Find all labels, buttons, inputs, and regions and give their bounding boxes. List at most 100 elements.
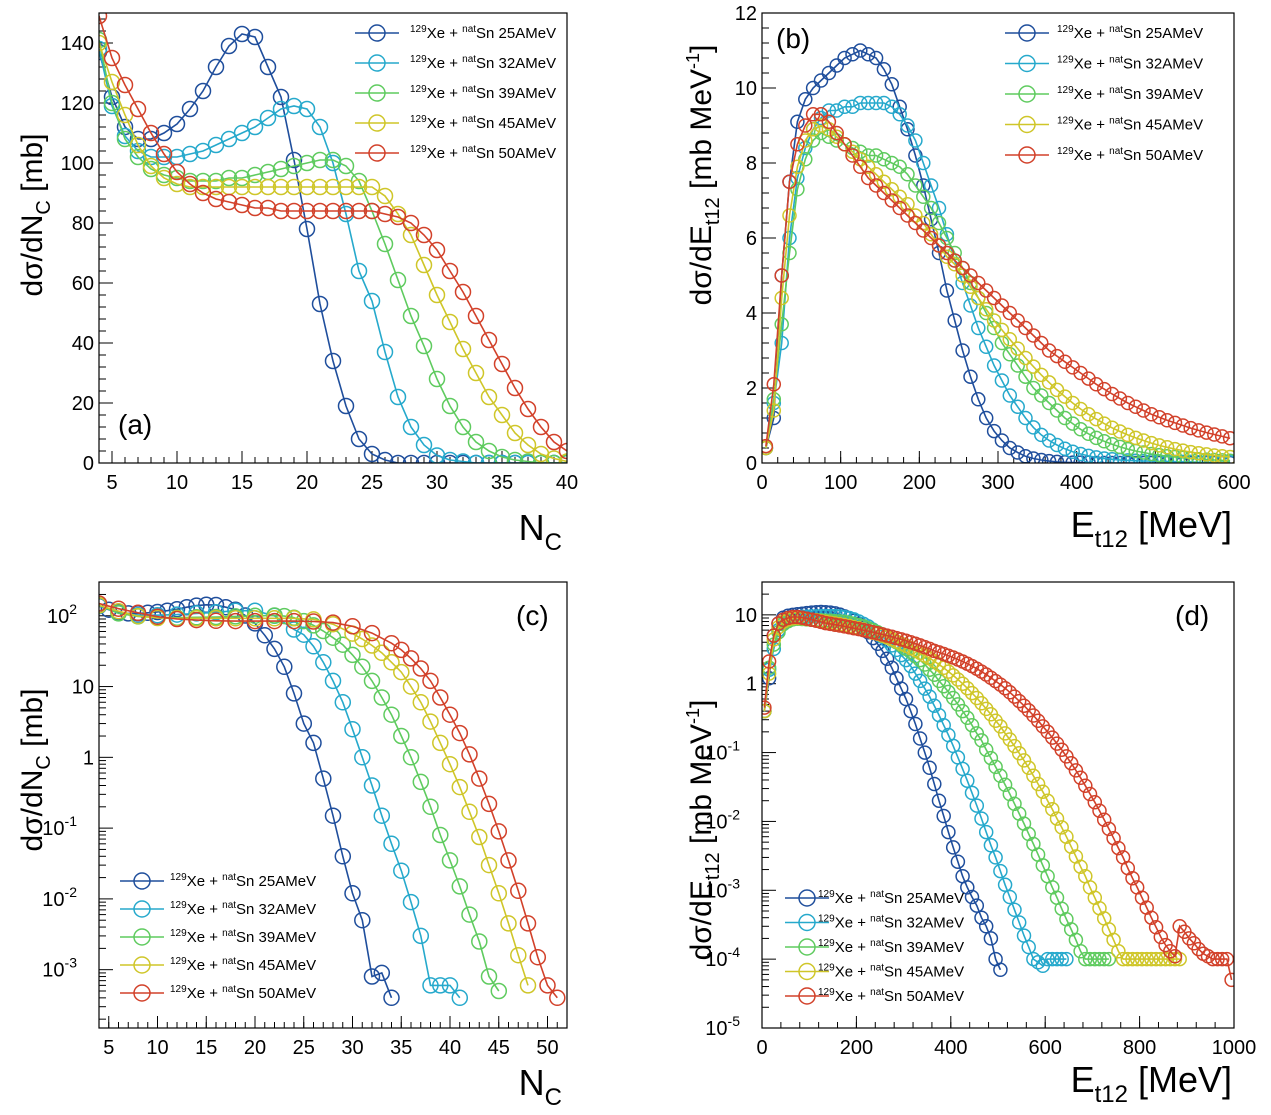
data-point-d-39AMeV [1092, 951, 1107, 967]
data-point-d-32AMeV [922, 689, 937, 704]
data-point-a-25AMeV [259, 58, 277, 76]
data-point-a-45AMeV [493, 406, 511, 424]
legend-marker-b-4 [1018, 146, 1036, 164]
data-point-c-50AMeV [99, 595, 108, 612]
data-point-a-45AMeV [168, 175, 186, 193]
data-point-a-45AMeV [558, 453, 567, 463]
data-point-b-45AMeV [782, 208, 797, 223]
data-point-a-50AMeV [324, 202, 342, 220]
data-point-a-25AMeV [415, 454, 433, 463]
data-point-a-45AMeV [298, 178, 316, 196]
data-point-c-45AMeV [402, 678, 420, 695]
data-point-d-45AMeV [1063, 839, 1079, 854]
data-point-c-45AMeV [461, 803, 478, 821]
data-point-c-50AMeV [207, 612, 225, 630]
data-point-b-39AMeV [1222, 453, 1234, 463]
data-point-a-45AMeV [454, 340, 472, 358]
data-point-b-32AMeV [900, 118, 915, 133]
data-point-c-50AMeV [490, 823, 508, 840]
x-tick-label-a-4: 25 [361, 472, 383, 494]
data-point-a-25AMeV [350, 430, 368, 448]
data-point-c-25AMeV [363, 968, 381, 985]
data-point-d-50AMeV [1224, 972, 1234, 988]
data-point-a-45AMeV [246, 178, 264, 196]
plot-area-b: 0 100 200 300 400 500 600 0 2 4 6 8 10 12 [735, 3, 1251, 494]
y-tick-label-b-3: 6 [746, 228, 757, 250]
data-point-c-50AMeV [471, 770, 488, 787]
data-point-c-45AMeV [393, 663, 410, 681]
data-point-b-45AMeV [790, 159, 805, 175]
data-point-b-50AMeV [790, 137, 805, 152]
data-point-d-50AMeV [1125, 870, 1140, 886]
data-point-a-50AMeV [376, 205, 394, 223]
data-point-b-50AMeV [1144, 407, 1159, 422]
data-point-b-25AMeV [1049, 454, 1065, 463]
data-point-d-32AMeV [1021, 939, 1036, 955]
data-point-d-50AMeV [785, 609, 800, 625]
data-point-a-25AMeV [155, 124, 173, 142]
data-point-d-25AMeV [978, 919, 994, 934]
data-point-a-39AMeV [467, 433, 485, 451]
data-point-b-25AMeV [813, 73, 829, 88]
legend-b: 129Xe + natSn 25AMeV 129Xe + natSn 32AMeV… [1005, 24, 1203, 164]
data-point-c-25AMeV [305, 734, 322, 752]
data-point-d-50AMeV [1016, 698, 1032, 713]
data-point-c-32AMeV [422, 977, 439, 994]
data-point-a-45AMeV [311, 178, 329, 196]
legend-marker-d-0 [798, 889, 816, 907]
y-tick-label-b-6: 12 [735, 3, 757, 25]
data-point-b-32AMeV [1073, 446, 1088, 462]
data-point-c-32AMeV [315, 654, 332, 671]
data-point-b-45AMeV [1152, 438, 1167, 453]
plot-area-d: 0 200 400 600 800 1000 10-5 10-4 10-3 10-2 10-1 1 10 [705, 581, 1256, 1059]
data-point-c-32AMeV [402, 893, 420, 911]
data-point-d-50AMeV [983, 670, 999, 686]
data-point-b-45AMeV [1144, 435, 1159, 451]
data-point-b-32AMeV [1034, 427, 1049, 443]
data-point-b-45AMeV [1136, 433, 1151, 448]
panel-label-c: (c) [516, 600, 549, 631]
data-point-d-50AMeV [1148, 920, 1164, 935]
data-point-d-45AMeV [1125, 951, 1140, 967]
data-point-b-50AMeV [1152, 410, 1167, 425]
data-point-a-50AMeV [207, 190, 225, 208]
data-point-c-39AMeV [441, 852, 459, 869]
fit-line-c-32AMeV [99, 605, 461, 999]
data-point-c-25AMeV [315, 770, 332, 787]
data-point-c-32AMeV [383, 835, 400, 853]
legend-entry-a-1: 129Xe + natSn 32AMeV [355, 54, 556, 72]
data-point-b-50AMeV [798, 118, 813, 133]
data-point-a-39AMeV [311, 151, 329, 169]
data-point-b-45AMeV [994, 322, 1010, 338]
data-point-c-50AMeV [519, 915, 537, 932]
frame-d [761, 581, 1235, 1029]
data-point-a-25AMeV [298, 220, 316, 238]
data-point-a-50AMeV [480, 331, 498, 349]
data-point-b-50AMeV [766, 377, 782, 392]
data-point-a-45AMeV [428, 286, 446, 304]
data-point-d-32AMeV [917, 681, 933, 696]
data-point-b-45AMeV [1041, 375, 1057, 390]
data-point-b-25AMeV [829, 58, 844, 73]
data-point-c-25AMeV [256, 627, 274, 644]
data-point-b-25AMeV [790, 114, 805, 130]
y-tick-label-a-4: 80 [72, 213, 94, 235]
data-point-c-50AMeV [422, 672, 439, 690]
data-point-d-50AMeV [1026, 708, 1041, 723]
data-point-a-32AMeV [519, 454, 537, 463]
data-point-a-32AMeV [285, 97, 303, 115]
data-point-b-39AMeV [1144, 446, 1159, 462]
legend-label-d-1: 129Xe + natSn 32AMeV [818, 914, 964, 932]
data-point-d-45AMeV [1054, 820, 1069, 835]
data-point-c-25AMeV [285, 685, 303, 702]
data-point-b-25AMeV [1026, 451, 1041, 463]
data-point-a-39AMeV [428, 370, 446, 388]
legend-entry-b-3: 129Xe + natSn 45AMeV [1005, 116, 1203, 134]
data-point-b-32AMeV [994, 373, 1010, 388]
legend-label-d-0: 129Xe + natSn 25AMeV [818, 889, 964, 907]
data-point-d-32AMeV [1011, 915, 1027, 930]
data-point-b-32AMeV [1183, 454, 1198, 463]
data-point-b-45AMeV [1104, 420, 1120, 436]
x-tick-label-c-6: 35 [390, 1037, 412, 1059]
data-point-d-25AMeV [945, 840, 961, 855]
